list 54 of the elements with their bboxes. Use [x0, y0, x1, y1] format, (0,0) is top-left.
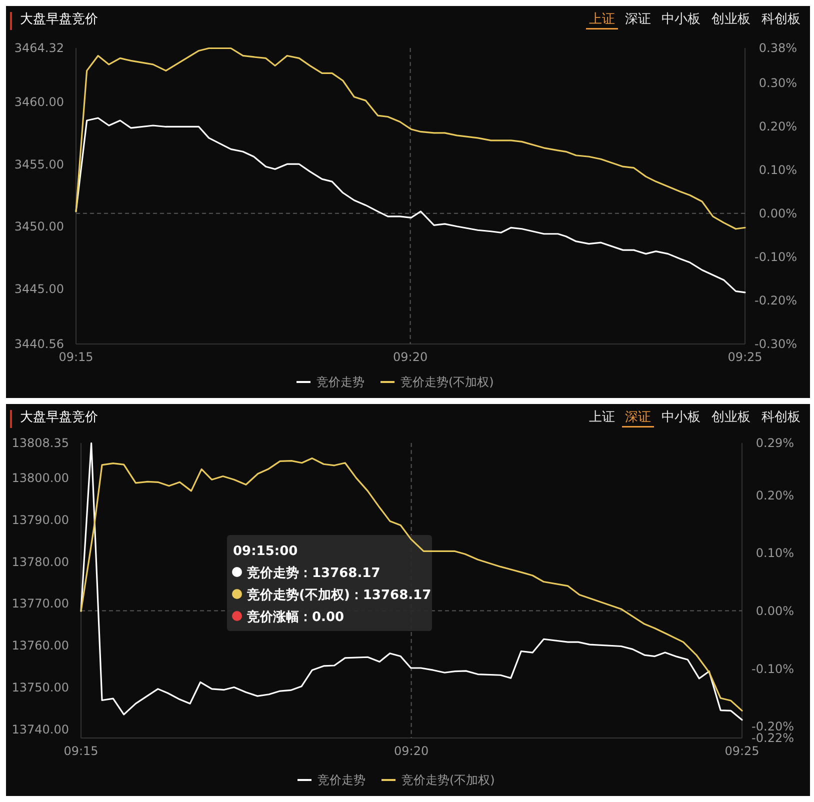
y-tick-label: 3440.56 — [14, 337, 64, 352]
y2-tick-label: 0.38% — [758, 41, 797, 56]
y-tick-label: 3450.00 — [14, 220, 64, 234]
y2-tick-label: -0.20% — [754, 294, 797, 308]
y2-tick-label: 0.10% — [756, 546, 794, 560]
text: 中小板 — [662, 410, 700, 425]
x-tick-label: 09:20 — [393, 350, 428, 364]
x-tick-label: 09:15 — [58, 350, 94, 364]
chart-title: 大盘早盘竞价 — [20, 410, 98, 425]
text: 深证 — [625, 12, 651, 27]
legend-label: 竞价走势 — [318, 773, 366, 787]
y-tick-label: 3464.32 — [14, 41, 64, 56]
y-tick-label: 3445.00 — [14, 282, 64, 296]
chart-title: 大盘早盘竞价 — [20, 12, 98, 27]
y2-tick-label: -0.10% — [754, 250, 797, 264]
text: 科创板 — [762, 12, 800, 27]
y2-tick-label: -0.20% — [752, 720, 794, 734]
y2-tick-label: 0.00% — [758, 206, 797, 221]
legend-label: 竞价走势(不加权) — [400, 375, 494, 389]
y-tick-label: 3455.00 — [14, 157, 64, 172]
text: 上证 — [589, 410, 615, 425]
y-tick-label: 13790.00 — [12, 513, 69, 528]
y-tick-label: 3460.00 — [14, 95, 64, 110]
legend-label: 竞价走势(不加权) — [402, 773, 495, 787]
line-series — [75, 117, 746, 294]
y-tick-label: 13770.00 — [12, 596, 69, 611]
line-series — [75, 47, 746, 230]
y-tick-label: 13740.00 — [12, 722, 69, 736]
y2-tick-label: 0.10% — [758, 163, 797, 178]
text: 创业板 — [712, 12, 750, 27]
y-tick-label: 13808.35 — [12, 436, 69, 450]
y2-tick-label: -0.10% — [752, 662, 794, 676]
y-tick-label: 13800.00 — [12, 471, 69, 486]
y-tick-label: 13750.00 — [12, 680, 69, 694]
y2-tick-label: -0.22% — [752, 731, 794, 746]
y2-tick-label: 0.30% — [758, 76, 797, 90]
x-tick-label: 09:15 — [64, 744, 98, 758]
text: 上证 — [589, 12, 615, 27]
y-tick-label: 13760.00 — [12, 638, 69, 653]
x-tick-label: 09:20 — [394, 744, 429, 758]
text: 中小板 — [662, 12, 700, 27]
text: 深证 — [625, 410, 651, 425]
y-tick-label: 13780.00 — [12, 554, 69, 569]
y2-tick-label: 0.20% — [756, 488, 794, 502]
y2-tick-label: 0.29% — [756, 436, 794, 450]
y2-tick-label: -0.30% — [754, 337, 797, 352]
y2-tick-label: 0.00% — [756, 604, 794, 618]
text: 创业板 — [712, 410, 750, 425]
legend-label: 竞价走势 — [316, 375, 364, 389]
x-tick-label: 09:25 — [728, 350, 762, 364]
text: 科创板 — [762, 410, 800, 425]
annotation: 09:15:00 竞价走势：13768.17 竞价走势(不加权)：13768.17 竞价涨幅：0.00 — [233, 544, 432, 625]
y2-tick-label: 0.20% — [758, 120, 797, 134]
x-tick-label: 09:25 — [724, 744, 760, 758]
